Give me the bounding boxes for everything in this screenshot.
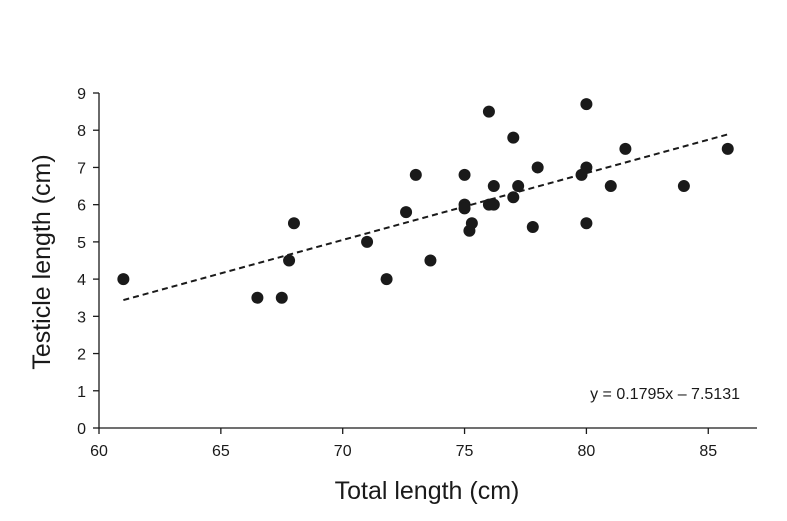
data-point	[580, 161, 593, 174]
regression-equation: y = 0.1795x – 7.5131	[590, 386, 740, 403]
y-tick-label: 6	[77, 198, 86, 215]
data-point	[531, 161, 544, 174]
data-point	[409, 168, 422, 181]
data-point	[275, 291, 288, 304]
y-tick-label: 4	[77, 272, 86, 289]
x-axis-title: Total length (cm)	[335, 477, 520, 505]
x-tick-label: 70	[334, 443, 352, 460]
data-point	[487, 180, 500, 193]
y-tick-label: 5	[77, 235, 86, 252]
data-point	[380, 273, 393, 286]
data-point	[604, 180, 617, 193]
data-point	[526, 221, 539, 233]
x-axis-ticks: 60 65 70 75 80 85	[90, 428, 717, 460]
y-axis-ticks: 0 1 2 3 4 5 6 7 8 9	[77, 86, 99, 438]
data-point	[619, 142, 632, 155]
data-point	[400, 206, 413, 219]
data-point	[458, 168, 471, 181]
data-point	[677, 180, 690, 193]
y-tick-label: 7	[77, 160, 86, 177]
data-point	[117, 273, 130, 286]
data-point	[580, 98, 593, 111]
data-point	[487, 198, 500, 211]
data-point	[251, 291, 264, 304]
data-point	[361, 235, 374, 248]
y-tick-label: 2	[77, 347, 86, 364]
y-tick-label: 0	[77, 421, 86, 438]
data-point	[458, 202, 471, 215]
y-tick-label: 9	[77, 86, 86, 103]
y-tick-label: 1	[77, 384, 86, 401]
y-axis-title: Testicle length (cm)	[28, 154, 56, 369]
axes	[98, 93, 757, 429]
x-tick-label: 80	[578, 443, 596, 460]
x-tick-label: 60	[90, 443, 108, 460]
y-tick-label: 8	[77, 123, 86, 140]
data-point	[465, 217, 478, 230]
data-point	[287, 217, 300, 230]
data-point	[424, 254, 437, 267]
trend-line	[123, 133, 729, 302]
y-tick-label: 3	[77, 309, 86, 326]
data-point	[721, 142, 734, 155]
data-points	[117, 98, 734, 304]
data-point	[507, 191, 520, 204]
x-tick-label: 85	[699, 443, 717, 460]
x-tick-label: 75	[456, 443, 474, 460]
data-point	[283, 254, 296, 267]
data-point	[507, 131, 520, 144]
data-point	[512, 180, 525, 193]
data-point	[580, 217, 593, 230]
x-tick-label: 65	[212, 443, 230, 460]
data-point	[482, 105, 495, 118]
